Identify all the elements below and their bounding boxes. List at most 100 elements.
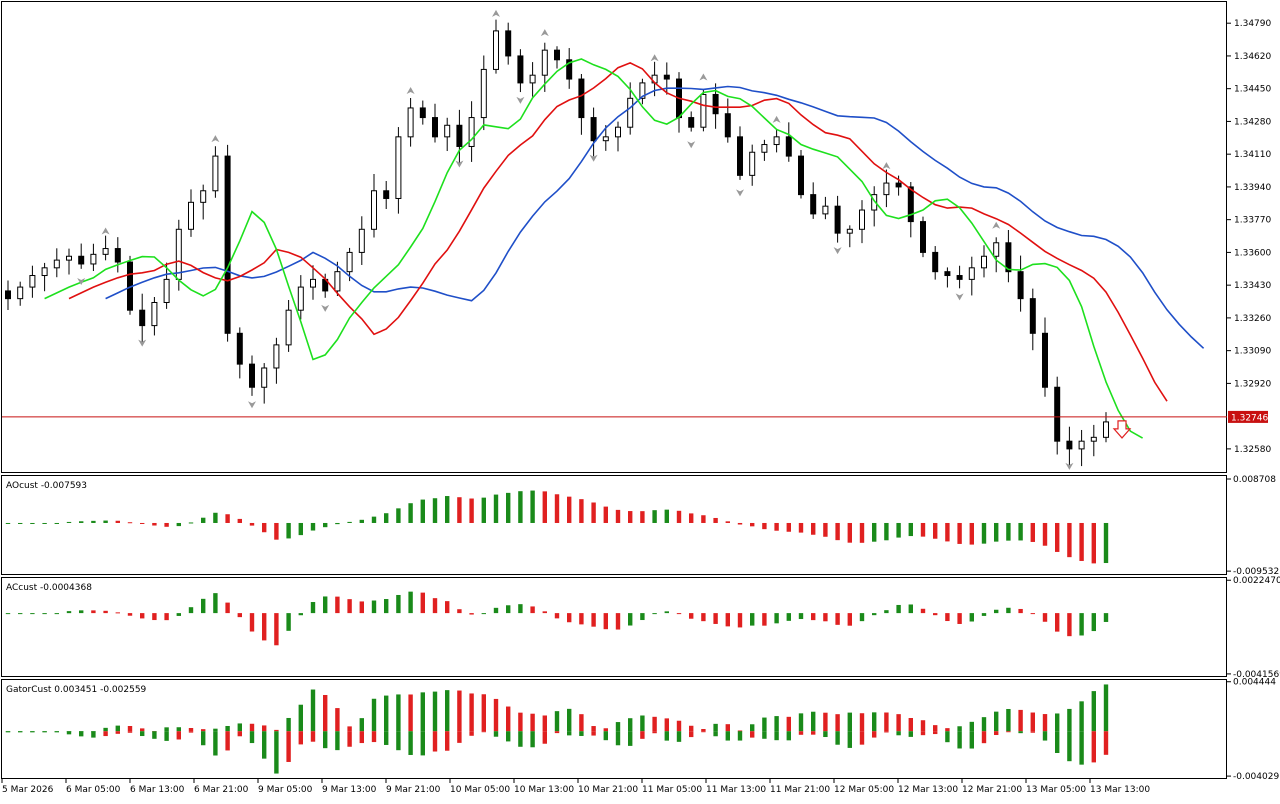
candle-bull (273, 344, 280, 369)
fractal-up-marker (211, 135, 220, 143)
gator-upper-bar-up (371, 698, 377, 732)
gator-lower-bar-down (237, 731, 242, 737)
ao-panel-frame[interactable] (1, 475, 1227, 575)
candle-bear (920, 221, 926, 253)
candle-bull (493, 30, 499, 70)
gator-upper-bar-down (127, 726, 133, 732)
gator-lower-bar-up (774, 731, 779, 741)
gator-upper-bar-down (140, 728, 145, 732)
gator-upper-bar-down (249, 723, 255, 732)
ac-bar-down (420, 592, 425, 614)
current-price-line: 1.32746 (2, 410, 1268, 439)
ac-bar-down (737, 613, 743, 628)
fractal-down-marker (248, 401, 256, 409)
gator-upper-bar-up (1006, 708, 1011, 732)
ao-bar-up (1103, 522, 1109, 564)
ac-bar-up (408, 591, 413, 614)
price-panel-frame[interactable] (1, 1, 1227, 473)
gator-upper-bar-down (652, 716, 657, 732)
candle-bull (773, 136, 780, 146)
ac-bar-down (554, 613, 560, 619)
ac-bar-down (359, 601, 364, 614)
ao-bar-down (750, 522, 755, 527)
ac-histogram (5, 591, 1109, 646)
price-tick-label: 1.33600 (1234, 248, 1271, 258)
ac-bar-up (298, 613, 303, 616)
candle-bear (590, 117, 597, 142)
gator-lower-bar-down (359, 731, 364, 744)
ao-bar-down (676, 510, 682, 523)
gator-lower-bar-up (823, 731, 828, 738)
candle-bear (810, 194, 817, 215)
ac-bar-up (750, 613, 755, 626)
gator-lower-bar-up (506, 731, 511, 742)
ac-bar-down (676, 613, 682, 615)
price-tick-label: 1.32920 (1234, 379, 1271, 389)
gator-upper-bar-down (579, 714, 584, 732)
ao-bar-up (42, 522, 47, 524)
candle-bull (846, 228, 853, 234)
gator-upper-bar-down (884, 712, 889, 732)
gator-upper-bar-down (506, 706, 511, 732)
gator-lower-bar-up (262, 731, 267, 759)
price-tick-label: 1.32580 (1234, 445, 1271, 455)
gator-upper-bar-up (628, 718, 633, 732)
ao-bar-up (18, 522, 23, 524)
ac-bar-down (1055, 613, 1060, 632)
ao-bar-down (713, 517, 718, 523)
gator-lower-bar-up (66, 731, 72, 735)
time-tick-label: 9 Mar 05:00 (258, 785, 313, 795)
gator-upper-bar-up (432, 691, 438, 732)
ao-bar-down (469, 498, 474, 523)
gator-lower-bar-down (1103, 731, 1109, 755)
fractal-up-marker (406, 86, 415, 94)
candle-bear (1066, 440, 1073, 450)
ac-bar-down (811, 613, 816, 621)
candle-bull (188, 201, 194, 230)
candle-bull (66, 255, 72, 261)
gator-upper-bar-down (323, 694, 328, 732)
gator-lower-bar-up (676, 731, 682, 742)
gator-lower-bar-down (188, 731, 194, 733)
gator-upper-bar-up (103, 727, 108, 732)
gator-lower-bar-down (884, 731, 889, 733)
time-tick-label: 10 Mar 13:00 (514, 785, 574, 795)
gator-lower-bar-up (518, 731, 523, 747)
fractal-up-marker (540, 29, 549, 37)
gator-lower-bar-down (225, 731, 230, 751)
candle-bull (444, 124, 451, 138)
gator-lower-bar-up (957, 731, 962, 749)
ao-bar-up (335, 522, 340, 525)
ao-bar-up (1018, 522, 1023, 541)
candle-bull (200, 190, 207, 203)
gator-lower-bar-down (933, 731, 938, 735)
gator-upper-bar-down (920, 720, 926, 732)
ao-bar-up (994, 522, 999, 542)
ac-panel-frame[interactable] (1, 577, 1227, 677)
subpanel-tick-label: -0.004029 (1233, 772, 1279, 782)
gator-lower-bar-up (896, 731, 901, 736)
gator-lower-bar-up (91, 731, 96, 738)
gator-upper-bar-down (603, 728, 608, 732)
gator-upper-bar-up (237, 723, 242, 732)
ao-bar-down (237, 518, 242, 523)
candle-bull (53, 259, 60, 269)
gator-upper-bar-down (933, 725, 938, 732)
ao-bar-down (774, 522, 779, 531)
gator-upper-bar-up (981, 717, 987, 732)
ac-bar-up (30, 613, 35, 615)
ac-bar-down (725, 613, 730, 627)
gator-upper-bar-down (1030, 712, 1035, 732)
gator-panel-frame[interactable] (1, 679, 1227, 779)
ao-bar-down (859, 522, 865, 543)
price-tick-label: 1.33260 (1234, 314, 1271, 324)
ao-bar-up (432, 498, 438, 523)
ac-bar-up (506, 605, 511, 614)
ao-bar-down (701, 515, 706, 523)
ac-bar-up (286, 613, 291, 631)
fractal-up-marker (699, 73, 708, 81)
current-price-badge (1228, 410, 1268, 423)
gator-lower-bar-up (164, 731, 169, 741)
